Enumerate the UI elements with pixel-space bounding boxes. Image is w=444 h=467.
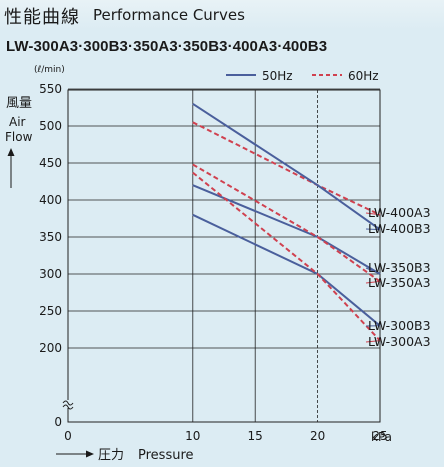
series-label-leader (365, 212, 381, 216)
series-end-label: LW-400A3 (368, 205, 431, 220)
series-end-label: LW-350B3 (368, 260, 431, 275)
series-line-lw-400b3 (192, 102, 381, 231)
x-tick-label: 20 (310, 429, 325, 443)
y-axis-label-air: Air (9, 115, 26, 129)
page-title-english: Performance Curves (93, 6, 245, 24)
page-title-japanese: 性能曲線 (4, 7, 80, 28)
y-tick-label: 550 (39, 82, 62, 96)
legend-label-60hz: 60Hz (348, 69, 379, 83)
model-list-heading: LW-300A3·300B3·350A3·350B3·400A3·400B3 (6, 38, 328, 55)
legend: 50Hz 60Hz (226, 69, 379, 83)
series-line-lw-350a3 (192, 163, 381, 283)
header-bar (0, 0, 444, 30)
y-tick-label: 400 (39, 193, 62, 207)
series-end-label: LW-300A3 (368, 334, 431, 349)
series-label-leader (365, 340, 381, 343)
series-label-leader (365, 280, 381, 284)
series-line-lw-300a3 (192, 171, 381, 342)
series-end-label: LW-350A3 (368, 275, 431, 290)
x-axis-unit: kPa (371, 430, 392, 444)
series-label-leader (365, 228, 381, 231)
y-tick-label: 200 (39, 341, 62, 355)
plot-frame (67, 89, 381, 423)
axis-break-mark (62, 400, 74, 406)
series-label-leader (365, 267, 381, 275)
y-tick-label: 500 (39, 119, 62, 133)
series-end-label: LW-300B3 (368, 318, 431, 333)
y-tick-label: 0 (54, 415, 62, 429)
x-tick-label: 0 (64, 429, 72, 443)
axis-break-mark (62, 404, 74, 410)
legend-label-50hz: 50Hz (262, 69, 293, 83)
y-axis-arrow-icon (7, 148, 15, 188)
x-axis-label-jp: 圧力 (98, 448, 124, 463)
plot-area (68, 90, 380, 422)
y-axis-label-flow: Flow (5, 130, 33, 144)
y-tick-label: 450 (39, 156, 62, 170)
y-tick-label: 300 (39, 267, 62, 281)
y-axis-label-jp: 風量 (6, 96, 32, 111)
x-axis-arrow-icon (56, 450, 94, 458)
x-tick-label: 15 (248, 429, 263, 443)
y-unit-label: (ℓ/min) (34, 65, 65, 75)
y-tick-label: 350 (39, 230, 62, 244)
series-end-label: LW-400B3 (368, 221, 431, 236)
y-tick-label: 250 (39, 304, 62, 318)
x-tick-label: 10 (185, 429, 200, 443)
x-tick-label: 25 (372, 429, 387, 443)
chart-axes: 0 200 250 300 350 400 450 500 550 0 10 15 20 25 (39, 82, 388, 443)
x-axis-label-en: Pressure (138, 448, 194, 463)
